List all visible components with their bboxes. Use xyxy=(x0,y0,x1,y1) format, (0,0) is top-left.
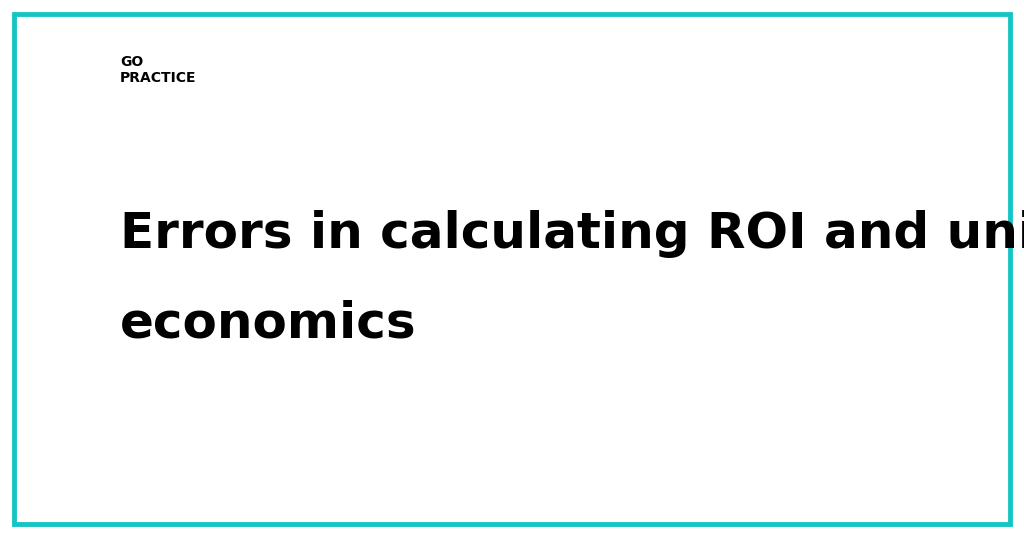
Text: GO
PRACTICE: GO PRACTICE xyxy=(120,55,197,85)
Text: Errors in calculating ROI and unit: Errors in calculating ROI and unit xyxy=(120,210,1024,258)
Text: economics: economics xyxy=(120,300,417,348)
